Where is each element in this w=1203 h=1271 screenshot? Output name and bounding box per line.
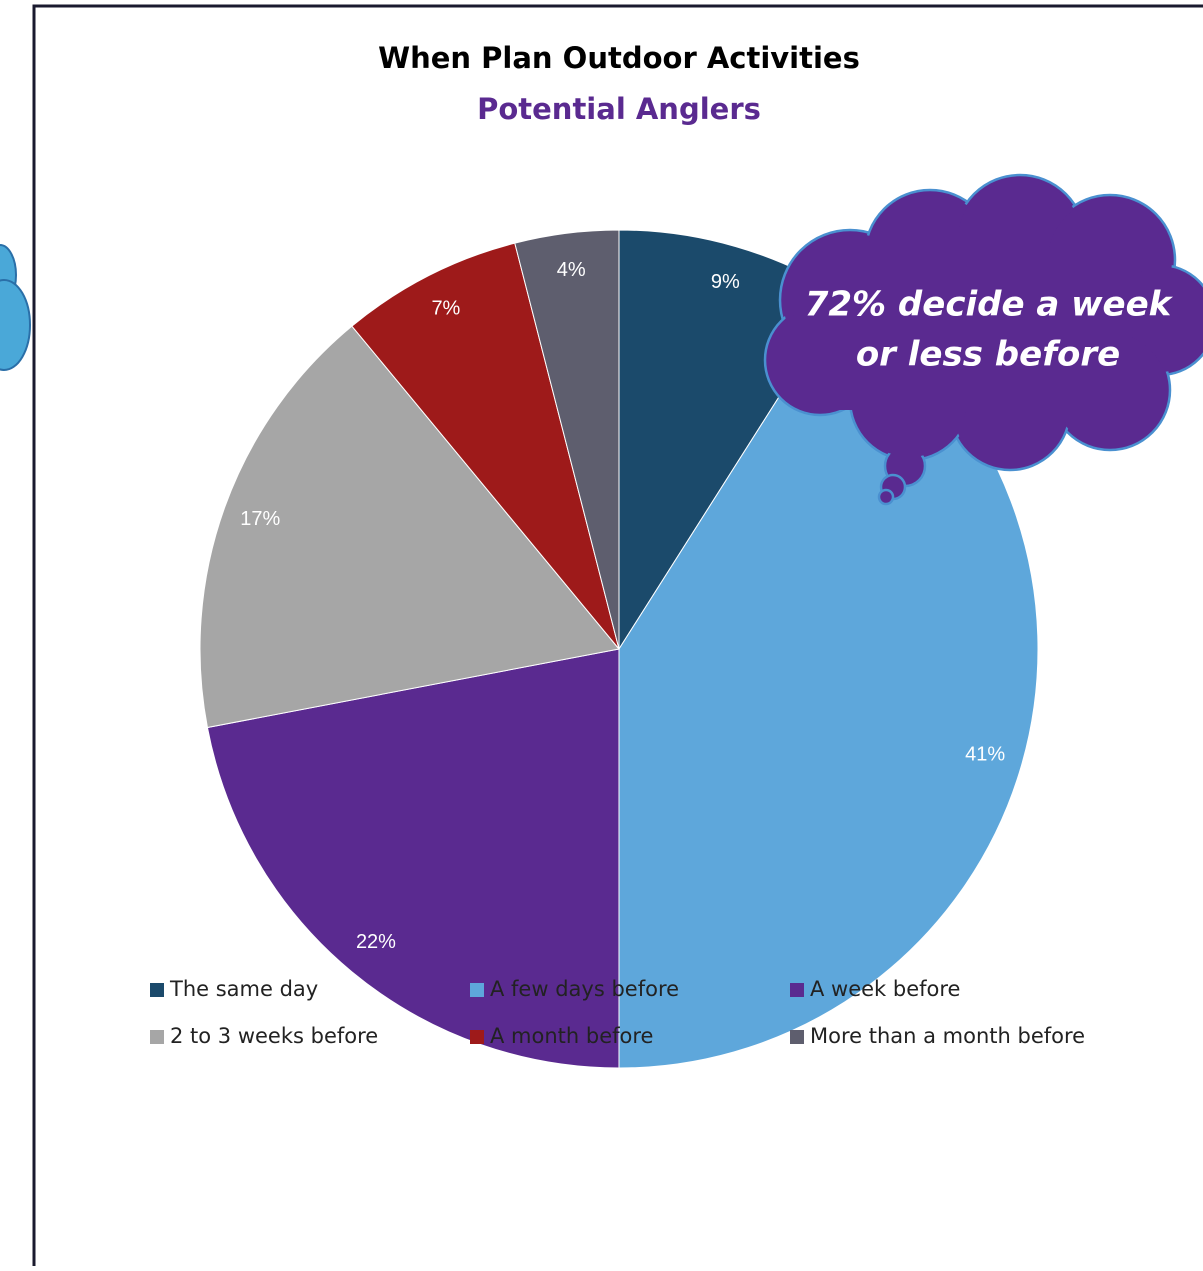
legend-swatch [150, 983, 164, 997]
pie-slice [206, 648, 620, 1069]
legend-label: More than a month before [810, 1024, 1085, 1048]
legend-label: A week before [810, 977, 960, 1001]
legend-label: A month before [490, 1024, 653, 1048]
callout-cloud: 72% decide a week or less before [763, 173, 1203, 506]
pie: 9% 41% 22% 17% 7% 4% [199, 229, 1039, 1069]
legend-label: 2 to 3 weeks before [170, 1024, 378, 1048]
edge-cloud [0, 244, 31, 371]
legend-swatch [470, 983, 484, 997]
pie-slice [514, 229, 620, 650]
value-label: 4% [557, 259, 586, 281]
legend: The same day A few days before A week befo… [150, 977, 1085, 1048]
annotation: or less before [856, 335, 1120, 375]
value-label: 41% [965, 744, 1005, 766]
legend-swatch [150, 1030, 164, 1044]
legend-swatch [470, 1030, 484, 1044]
value-label: 7% [431, 298, 460, 320]
chart-subtitle: Potential Anglers [477, 92, 761, 126]
value-label: 22% [356, 931, 396, 953]
value-label: 9% [711, 271, 740, 293]
chart-title: When Plan Outdoor Activities [378, 41, 860, 75]
legend-label: A few days before [490, 977, 679, 1001]
legend-swatch [790, 983, 804, 997]
frame [32, 4, 1203, 1271]
legend-label: The same day [169, 977, 318, 1001]
legend-swatch [790, 1030, 804, 1044]
pie-slice [199, 325, 620, 729]
pie-slice [351, 242, 620, 650]
value-label: 17% [240, 508, 280, 530]
annotation: 72% decide a week [805, 285, 1174, 325]
